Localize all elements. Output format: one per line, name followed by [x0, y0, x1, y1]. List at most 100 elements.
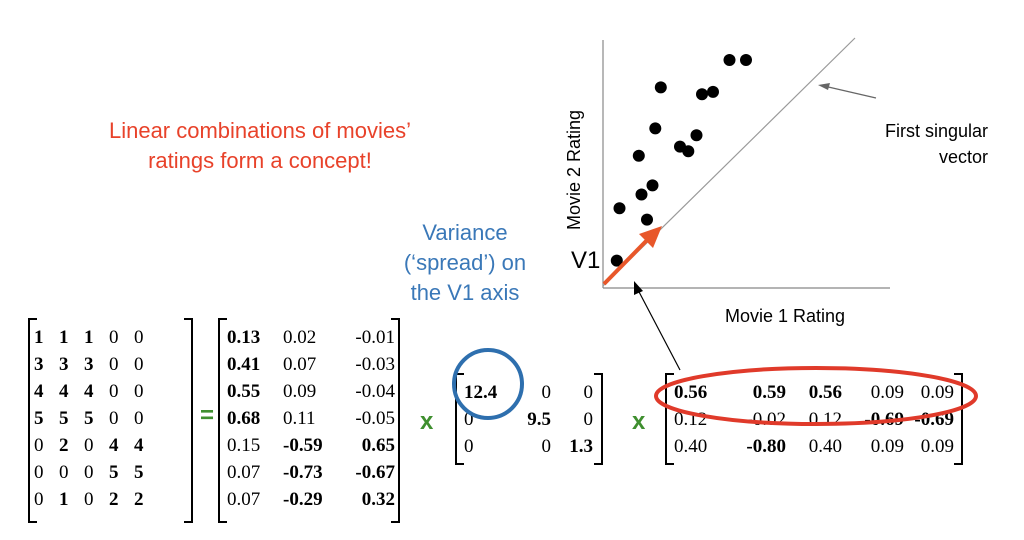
matrix-a-cell: 1	[59, 327, 69, 348]
data-point	[723, 54, 736, 66]
matrix-u-cell: -0.04	[355, 381, 395, 402]
matrix-a-cell: 4	[84, 381, 94, 402]
matrix-s-cell: 0	[583, 382, 594, 403]
matrix-a-cell: 3	[59, 354, 69, 375]
matrix-u-row: 0.13 0.02 -0.01	[227, 324, 395, 351]
matrix-a-cell: 2	[59, 435, 69, 456]
matrix-vt-right-bracket	[954, 373, 963, 465]
concept-line-2: ratings form a concept!	[148, 148, 372, 173]
v1-arrow-shaft	[602, 232, 655, 286]
data-point	[641, 213, 653, 226]
scatter-chart: Movie 2 Rating Movie 1 Rating	[564, 37, 890, 326]
matrix-s-right-bracket	[594, 373, 603, 465]
matrix-a-cell: 4	[59, 381, 69, 402]
data-point	[740, 54, 752, 66]
data-point	[654, 81, 667, 94]
matrix-a-right-bracket	[184, 318, 193, 523]
matrix-s-cell: 0	[583, 409, 594, 430]
matrix-u-row: 0.15 -0.59 0.65	[227, 432, 395, 459]
matrix-u-cell: 0.07	[283, 354, 317, 375]
matrix-vt-left-bracket	[665, 373, 674, 465]
matrix-a-cell: 0	[109, 408, 119, 429]
matrix-a-cell: 3	[34, 354, 44, 375]
concept-caption: Linear combinations of movies’ ratings f…	[70, 116, 450, 176]
matrix-vt-row: 0.40 -0.80 0.40 0.09 0.09	[674, 433, 954, 460]
matrix-s-row: 0 0 1.3	[464, 433, 593, 460]
matrix-u-cell: 0.07	[227, 462, 261, 483]
matrix-vt-table: 0.56 0.59 0.56 0.09 0.09 0.12 -0.02 0.12 -0.69 -0…	[674, 379, 954, 460]
matrix-a-cell: 0	[84, 435, 94, 456]
matrix-vt-cell: 0.09	[870, 382, 904, 403]
matrix-s-cell: 0	[464, 436, 474, 457]
data-point	[690, 129, 703, 142]
matrix-a-cell: 2	[109, 489, 119, 510]
matrix-u-cell: -0.29	[283, 489, 323, 510]
variance-line-3: the V1 axis	[410, 280, 520, 305]
matrix-s-cell: 0	[464, 409, 474, 430]
vt-pointer-line	[636, 287, 681, 371]
concept-line-1: Linear combinations of movies’	[108, 118, 412, 143]
matrix-vt-cell: -0.80	[746, 436, 786, 457]
variance-line-2: (‘spread’) on	[403, 250, 527, 275]
vt-pointer-arrow	[634, 281, 681, 371]
matrix-a-cell: 0	[134, 327, 144, 348]
matrix-a-cell: 0	[109, 327, 119, 348]
matrix-s-row: 0 9.5 0	[464, 406, 593, 433]
matrix-s-left-bracket	[455, 373, 464, 465]
matrix-vt-cell: 0.56	[674, 382, 708, 403]
matrix-s-cell: 0	[541, 382, 552, 403]
matrix-u-cell: 0.11	[283, 408, 316, 429]
v1-arrowhead	[639, 226, 662, 248]
matrix-u-cell: 0.32	[361, 489, 395, 510]
first-row-ellipse	[654, 366, 978, 426]
times-sign-2: x	[632, 408, 646, 435]
matrix-s-table: 12.4 0 0 0 9.5 0 0 0 1.3	[464, 379, 593, 460]
matrix-u-row: 0.07 -0.73 -0.67	[227, 459, 395, 486]
matrix-vt-cell: 0.09	[920, 382, 954, 403]
matrix-a-cell: 0	[84, 462, 94, 483]
matrix-a-cell: 1	[59, 489, 69, 510]
singular-line-2: vector	[938, 147, 988, 167]
matrix-u-cell: -0.03	[355, 354, 395, 375]
singular-line-1: First singular	[884, 121, 988, 141]
matrix-u-row: 0.41 0.07 -0.03	[227, 351, 395, 378]
matrix-vt-cell: 0.56	[808, 382, 842, 403]
matrix-u-cell: -0.73	[283, 462, 323, 483]
matrix-a-left-bracket	[28, 318, 37, 523]
variance-line-1: Variance	[422, 220, 508, 245]
matrix-u-cell: -0.59	[283, 435, 323, 456]
matrix-a-cell: 0	[84, 489, 94, 510]
singular-pointer-line	[823, 85, 877, 99]
matrix-vt-cell: 0.40	[808, 436, 842, 457]
matrix-a-cell: 4	[34, 381, 44, 402]
matrix-a-cell: 0	[134, 408, 144, 429]
data-point	[632, 149, 645, 162]
v1-label: V1	[571, 247, 601, 274]
data-point	[682, 145, 695, 158]
matrix-u-cell: 0.68	[227, 408, 261, 429]
matrix-u-cell: 0.02	[283, 327, 317, 348]
data-point	[707, 85, 719, 98]
matrix-u-cell: -0.67	[355, 462, 395, 483]
matrix-u: 0.13 0.02 -0.01 0.41 0.07 -0.03 0.55 0.09 -0.04 0…	[218, 318, 400, 523]
data-points	[610, 54, 752, 267]
matrix-a-cell: 5	[109, 462, 119, 483]
singular-pointer-head	[818, 83, 830, 90]
matrix-a-cell: 0	[59, 462, 69, 483]
matrix-a-cell: 3	[84, 354, 94, 375]
matrix-s-cell: 9.5	[527, 409, 551, 430]
times-sign-1: x	[420, 408, 434, 435]
matrix-s: 12.4 0 0 0 9.5 0 0 0 1.3	[455, 373, 603, 465]
matrix-a-cell: 0	[34, 462, 44, 483]
matrix-a-cell: 1	[84, 327, 94, 348]
matrix-a-cell: 1	[34, 327, 44, 348]
matrix-a-cell: 0	[134, 381, 144, 402]
matrix-vt-cell: 0.59	[752, 382, 786, 403]
matrix-s-row: 12.4 0 0	[464, 379, 593, 406]
matrix-a-cell: 5	[84, 408, 94, 429]
